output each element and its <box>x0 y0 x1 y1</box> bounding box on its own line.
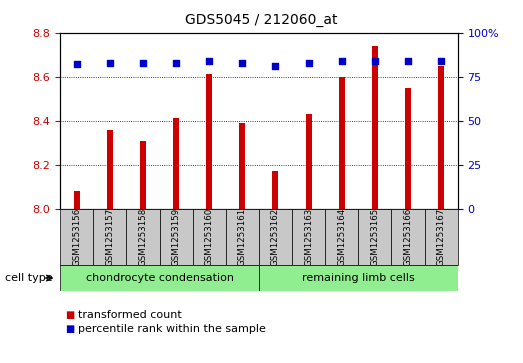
Bar <box>292 209 325 265</box>
Point <box>205 58 213 64</box>
Point <box>238 60 246 65</box>
Bar <box>358 209 391 265</box>
Bar <box>259 209 292 265</box>
Bar <box>425 209 458 265</box>
Text: GSM1253156: GSM1253156 <box>72 208 81 266</box>
Text: GSM1253165: GSM1253165 <box>370 208 379 266</box>
Bar <box>325 209 358 265</box>
Point <box>172 60 180 65</box>
Point <box>437 58 445 64</box>
Text: GSM1253160: GSM1253160 <box>204 208 214 266</box>
Bar <box>339 77 345 209</box>
Bar <box>305 114 312 209</box>
Point <box>304 60 313 65</box>
Bar <box>60 265 259 291</box>
Bar <box>391 209 425 265</box>
Text: GSM1253162: GSM1253162 <box>271 208 280 266</box>
Text: GSM1253166: GSM1253166 <box>403 208 413 266</box>
Bar <box>192 209 226 265</box>
Bar <box>240 123 245 209</box>
Bar <box>226 209 259 265</box>
Bar <box>160 209 192 265</box>
Text: GSM1253163: GSM1253163 <box>304 208 313 266</box>
Point <box>337 58 346 64</box>
Text: GSM1253157: GSM1253157 <box>105 208 115 266</box>
Bar <box>74 191 79 209</box>
Text: percentile rank within the sample: percentile rank within the sample <box>78 324 266 334</box>
Bar <box>405 88 411 209</box>
Point <box>271 63 280 69</box>
Bar <box>206 74 212 209</box>
Text: chondrocyte condensation: chondrocyte condensation <box>86 273 233 283</box>
Bar <box>140 140 146 209</box>
Bar <box>107 130 113 209</box>
Text: GSM1253167: GSM1253167 <box>437 208 446 266</box>
Point <box>371 58 379 64</box>
Text: GSM1253161: GSM1253161 <box>238 208 247 266</box>
Text: transformed count: transformed count <box>78 310 182 320</box>
Point <box>404 58 412 64</box>
Point <box>139 60 147 65</box>
Text: GDS5045 / 212060_at: GDS5045 / 212060_at <box>185 13 338 27</box>
Point <box>106 60 114 65</box>
Bar <box>259 265 458 291</box>
Text: GSM1253158: GSM1253158 <box>139 208 147 266</box>
Bar <box>127 209 160 265</box>
Bar <box>438 66 444 209</box>
Text: ■: ■ <box>65 310 75 320</box>
Text: ■: ■ <box>65 324 75 334</box>
Text: cell type: cell type <box>5 273 53 283</box>
Point <box>73 61 81 67</box>
Text: GSM1253164: GSM1253164 <box>337 208 346 266</box>
Bar <box>372 46 378 209</box>
Text: remaining limb cells: remaining limb cells <box>302 273 415 283</box>
Bar <box>173 118 179 209</box>
Bar <box>60 209 93 265</box>
Bar <box>93 209 127 265</box>
Bar <box>272 171 278 209</box>
Text: GSM1253159: GSM1253159 <box>172 208 180 266</box>
